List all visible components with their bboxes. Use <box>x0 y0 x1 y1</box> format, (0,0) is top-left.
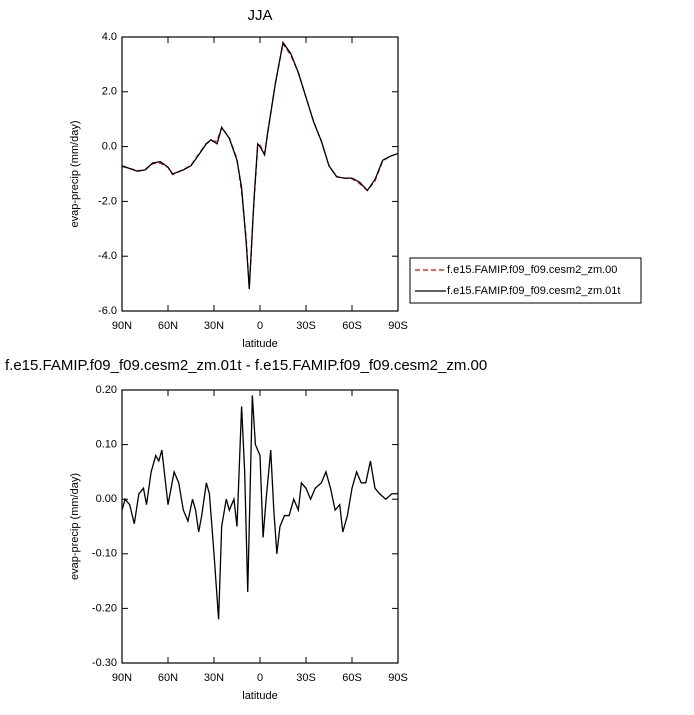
data-line <box>121 395 398 620</box>
chart-title: JJA <box>247 7 272 24</box>
y-tick-label: 0.0 <box>102 141 117 153</box>
x-axis-label: latitude <box>242 690 277 702</box>
x-tick-label: 90N <box>112 320 132 332</box>
legend-label: f.e15.FAMIP.f09_f09.cesm2_zm.00 <box>447 264 617 276</box>
x-tick-label: 30N <box>204 320 224 332</box>
plot-frame <box>121 36 399 312</box>
x-tick-label: 90N <box>112 672 132 684</box>
chart-title: f.e15.FAMIP.f09_f09.cesm2_zm.01t - f.e15… <box>5 357 487 374</box>
legend-label: f.e15.FAMIP.f09_f09.cesm2_zm.01t <box>447 285 620 297</box>
y-tick-label: -0.20 <box>92 602 117 614</box>
x-tick-label: 0 <box>257 672 263 684</box>
data-line <box>121 40 399 290</box>
x-tick-label: 60S <box>342 320 362 332</box>
y-axis-label: evap-precip (mm/day) <box>69 473 81 580</box>
plot-frame <box>121 389 399 664</box>
y-tick-label: 0.20 <box>96 384 117 396</box>
x-tick-label: 60N <box>158 672 178 684</box>
x-tick-label: 90S <box>388 672 408 684</box>
legend-box <box>409 257 642 304</box>
y-tick-label: -0.30 <box>92 657 117 669</box>
x-tick-label: 60S <box>342 672 362 684</box>
y-tick-label: -6.0 <box>98 305 117 317</box>
y-tick-label: 0.10 <box>96 439 117 451</box>
x-axis-label: latitude <box>242 338 277 350</box>
x-tick-label: 60N <box>158 320 178 332</box>
x-tick-label: 90S <box>388 320 408 332</box>
x-tick-label: 30N <box>204 672 224 684</box>
y-tick-label: -4.0 <box>98 250 117 262</box>
y-tick-label: 0.00 <box>96 493 117 505</box>
y-axis-label: evap-precip (mm/day) <box>69 121 81 228</box>
x-tick-label: 0 <box>257 320 263 332</box>
y-tick-label: 4.0 <box>102 31 117 43</box>
x-tick-label: 30S <box>296 672 316 684</box>
y-tick-label: 2.0 <box>102 86 117 98</box>
y-tick-label: -0.10 <box>92 548 117 560</box>
y-tick-label: -2.0 <box>98 195 117 207</box>
x-tick-label: 30S <box>296 320 316 332</box>
